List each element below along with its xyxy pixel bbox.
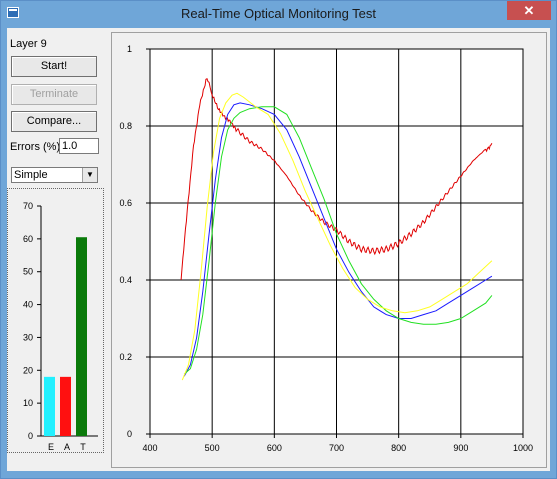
y-tick-label: 60: [23, 234, 33, 244]
x-tick-label: T: [80, 442, 86, 452]
bar-E: [44, 376, 55, 436]
y-tick-label: 40: [23, 300, 33, 310]
y-tick-label: 50: [23, 267, 33, 277]
y-tick-label: 30: [23, 332, 33, 342]
y-tick-label: 1: [127, 44, 132, 54]
spectrum-chart: 400 500 600 700 800 900 1000 0 0.2 0.4 0.6 0.8 1: [119, 44, 533, 453]
bar-chart: 0 10 20 30 40 50 60 70 E A T: [23, 201, 98, 452]
compare-button[interactable]: Compare...: [11, 111, 97, 132]
series-blue-line: [183, 102, 493, 377]
bar-A: [60, 376, 71, 436]
y-tick-label: 0.8: [119, 121, 132, 131]
y-tick-label: 20: [23, 365, 33, 375]
y-tick-label: 0.4: [119, 275, 132, 285]
x-tick-label: E: [48, 442, 54, 452]
bar-chart-panel: 0 10 20 30 40 50 60 70 E A T: [7, 188, 104, 453]
mode-select[interactable]: Simple ▼: [11, 167, 98, 183]
start-button[interactable]: Start!: [11, 56, 97, 77]
series-green-line: [183, 106, 493, 375]
mode-select-value: Simple: [14, 169, 48, 181]
x-tick-label: 400: [142, 443, 157, 453]
client-area: Layer 9 Start! Terminate Compare... Erro…: [7, 28, 550, 471]
x-tick-label: 500: [205, 443, 220, 453]
layer-label: Layer 9: [10, 38, 47, 50]
y-tick-label: 10: [23, 398, 33, 408]
errors-input[interactable]: 1.0: [59, 138, 99, 154]
series-yellow-line: [181, 92, 493, 381]
x-tick-label: A: [64, 442, 70, 452]
x-tick-label: 1000: [513, 443, 533, 453]
close-button[interactable]: ✕: [507, 1, 551, 20]
y-tick-label: 0: [28, 431, 33, 441]
x-tick-label: 800: [391, 443, 406, 453]
bar-T: [76, 237, 87, 436]
title-bar[interactable]: Real-Time Optical Monitoring Test ✕: [1, 1, 556, 27]
errors-label: Errors (%):: [10, 141, 64, 153]
x-tick-label: 700: [329, 443, 344, 453]
window-title: Real-Time Optical Monitoring Test: [180, 6, 377, 21]
chevron-down-icon[interactable]: ▼: [82, 168, 97, 182]
y-tick-label: 0.2: [119, 352, 132, 362]
y-tick-label: 0: [127, 429, 132, 439]
y-tick-label: 70: [23, 201, 33, 211]
x-tick-label: 900: [453, 443, 468, 453]
app-icon: [7, 7, 19, 18]
spectrum-chart-panel: 400 500 600 700 800 900 1000 0 0.2 0.4 0.6 0.8 1: [111, 32, 547, 468]
y-tick-label: 0.6: [119, 198, 132, 208]
x-tick-label: 600: [267, 443, 282, 453]
terminate-button[interactable]: Terminate: [11, 84, 97, 105]
